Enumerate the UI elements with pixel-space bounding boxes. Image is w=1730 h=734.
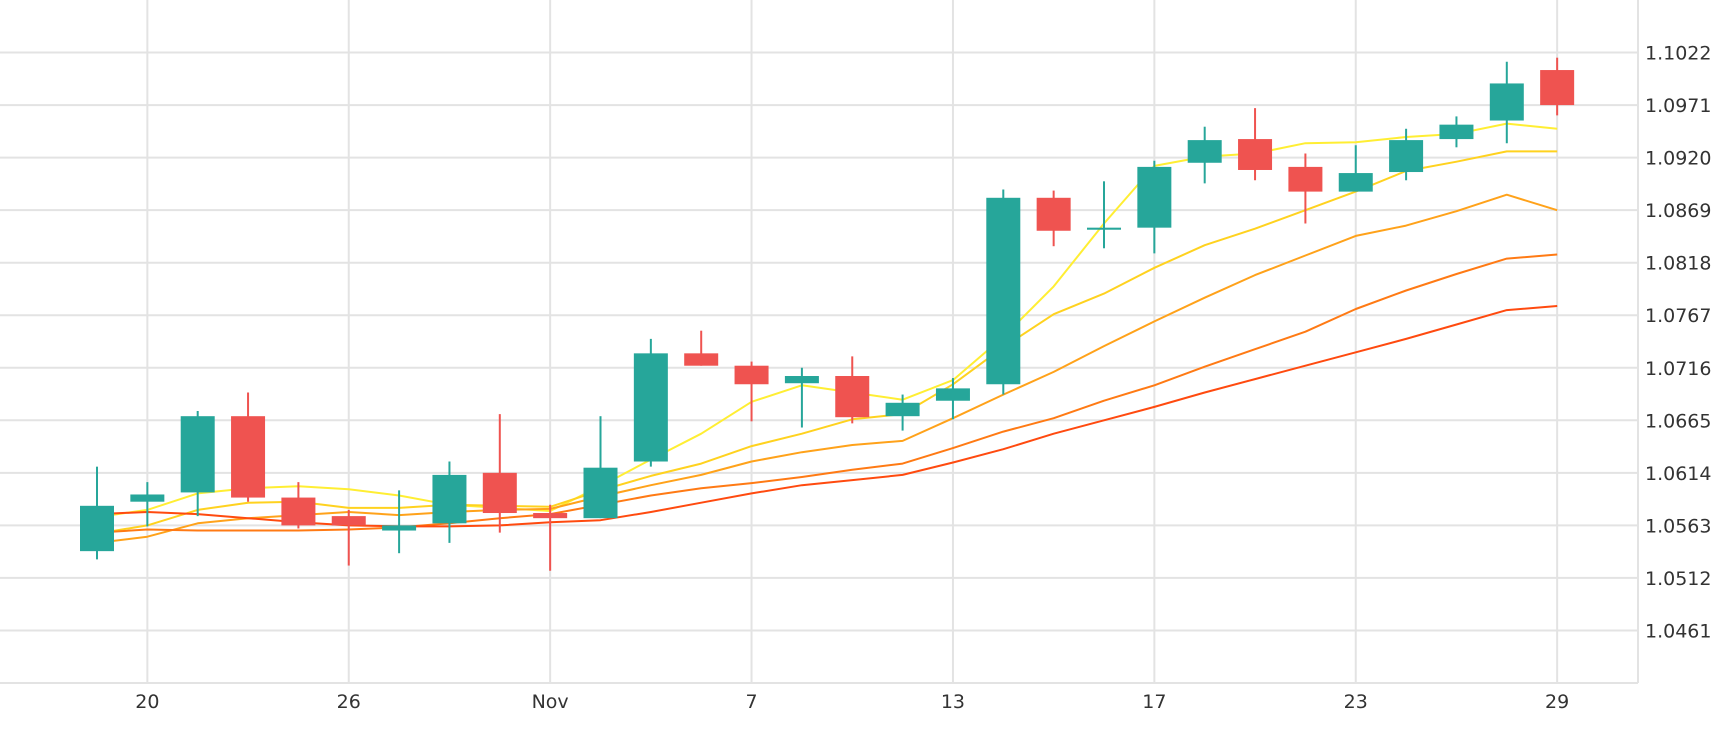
y-tick-label: 1.0818: [1645, 253, 1711, 275]
candle-body-up: [1439, 124, 1474, 140]
candle: [231, 392, 266, 502]
candle: [533, 504, 568, 571]
candle-body-down: [482, 472, 517, 514]
x-tick-label: 26: [337, 691, 361, 713]
y-tick-label: 1.0716: [1645, 358, 1711, 380]
y-tick-label: 1.0512: [1645, 568, 1711, 590]
candle: [1137, 160, 1172, 254]
candle-body-up: [885, 402, 920, 417]
candle-body-down: [734, 365, 769, 385]
x-tick-label: 29: [1545, 691, 1569, 713]
candle-body-up: [1338, 173, 1373, 192]
y-tick-label: 1.0920: [1645, 148, 1711, 170]
candle-body-up: [382, 525, 417, 531]
candle: [583, 416, 618, 519]
candle: [80, 466, 114, 560]
candle-body-down: [684, 353, 719, 366]
candle: [1489, 61, 1524, 144]
candle-body-down: [331, 516, 366, 526]
candle: [1540, 57, 1575, 116]
x-tick-label: 23: [1344, 691, 1368, 713]
candle: [935, 378, 970, 420]
candle: [986, 189, 1021, 395]
candle-body-down: [1238, 139, 1273, 170]
candle: [432, 461, 467, 543]
candle: [1036, 190, 1071, 247]
candle-body-down: [1540, 70, 1575, 106]
candle-body-down: [1036, 197, 1071, 231]
candle-body-down: [1288, 166, 1323, 192]
candle-layer: [80, 57, 1575, 571]
candle: [784, 367, 819, 428]
candle-body-up: [583, 467, 618, 519]
candle-body-up: [784, 376, 819, 384]
x-tick-label: 13: [941, 691, 965, 713]
moving-average-line-2: [96, 150, 1558, 535]
x-tick-label: Nov: [532, 691, 569, 713]
candle-body-up: [986, 197, 1021, 385]
candle-body-down: [533, 513, 568, 519]
candle-body-up: [180, 416, 215, 493]
candle-body-up: [80, 505, 114, 552]
x-tick-label: 17: [1142, 691, 1166, 713]
candle: [130, 482, 165, 527]
candle-body-up: [935, 388, 970, 401]
moving-average-line-5: [96, 305, 1558, 528]
y-tick-label: 1.0869: [1645, 200, 1711, 222]
candle: [281, 482, 316, 529]
candle-body-up: [432, 474, 467, 524]
candle: [1187, 126, 1222, 184]
y-tick-label: 1.0614: [1645, 463, 1711, 485]
candle: [180, 411, 215, 517]
y-tick-label: 1.0665: [1645, 410, 1711, 432]
axis-layer: 1.1022 1.0971 1.0920 1.0869 1.0818 1.0767 1.07…: [135, 43, 1711, 713]
candle-body-up: [1489, 83, 1524, 121]
candle: [1238, 108, 1273, 181]
candle: [1389, 128, 1424, 181]
y-tick-label: 1.0461: [1645, 620, 1711, 642]
y-tick-label: 1.1022: [1645, 43, 1711, 65]
moving-average-line-3: [96, 193, 1558, 544]
candle-body-down: [281, 497, 316, 526]
candle: [734, 361, 769, 422]
candle-body-up: [1087, 227, 1121, 230]
candle-body-up: [1187, 140, 1222, 163]
x-tick-label: 7: [746, 691, 758, 713]
y-tick-label: 1.0971: [1645, 95, 1711, 117]
candle: [1338, 145, 1373, 192]
candle: [1288, 153, 1323, 224]
y-tick-label: 1.0563: [1645, 515, 1711, 537]
x-tick-label: 20: [135, 691, 159, 713]
candle: [1087, 181, 1121, 249]
candle-body-up: [1137, 166, 1172, 228]
candle-body-down: [231, 416, 266, 498]
candle: [382, 490, 417, 554]
candle-body-up: [130, 494, 165, 502]
moving-average-line-1: [96, 122, 1558, 519]
moving-average-line-4: [96, 253, 1558, 534]
candle: [885, 394, 920, 431]
candle-body-up: [633, 353, 668, 462]
candle: [633, 338, 668, 467]
moving-average-layer: [96, 122, 1558, 544]
grid-layer: [0, 0, 1639, 684]
y-tick-label: 1.0767: [1645, 305, 1711, 327]
candle: [684, 330, 719, 366]
candle: [835, 356, 870, 424]
candle: [331, 509, 366, 566]
candle: [482, 414, 517, 533]
candle-body-down: [835, 376, 870, 418]
candle-body-up: [1389, 140, 1424, 173]
candle: [1439, 116, 1474, 148]
